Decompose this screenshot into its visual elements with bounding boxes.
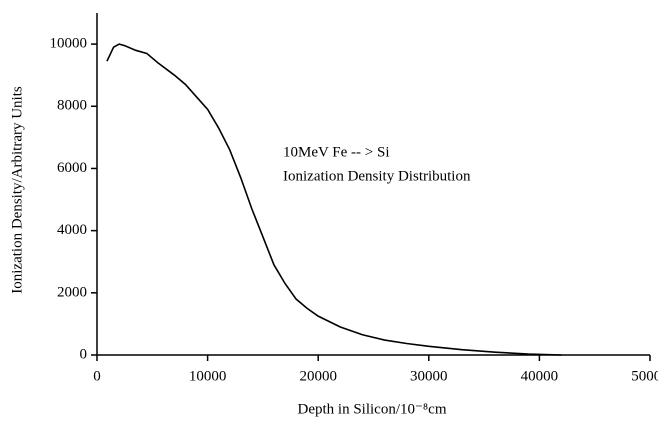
x-tick-label: 10000 (189, 368, 227, 384)
y-axis-label: Ionization Density/Arbitrary Units (9, 86, 25, 294)
y-tick-label: 6000 (57, 160, 87, 176)
y-tick-label: 2000 (57, 284, 87, 300)
y-tick-label: 10000 (50, 36, 88, 52)
x-tick-label: 50000 (631, 368, 658, 384)
x-tick-label: 40000 (521, 368, 559, 384)
data-line (106, 43, 562, 356)
x-tick-label: 0 (93, 368, 101, 384)
x-tick-label: 30000 (410, 368, 448, 384)
annotation: 10MeV Fe -- > Si (283, 144, 390, 160)
x-axis-label: Depth in Silicon/10⁻⁸cm (298, 401, 447, 417)
y-tick-label: 0 (80, 346, 88, 362)
x-tick-label: 20000 (299, 368, 337, 384)
y-tick-label: 4000 (57, 222, 87, 238)
y-tick-label: 8000 (57, 98, 87, 114)
annotation: Ionization Density Distribution (283, 168, 471, 184)
